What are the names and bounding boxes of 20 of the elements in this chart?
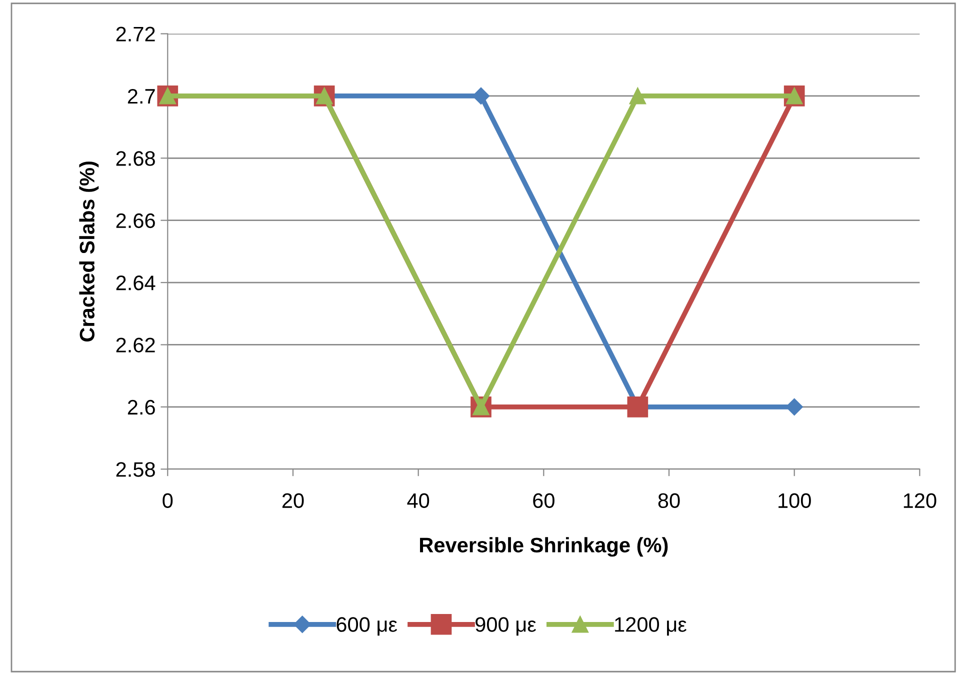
y-tick-label: 2.72 — [116, 26, 155, 42]
legend-label: 600 με — [336, 617, 398, 636]
y-axis-title: Cracked Slabs (%) — [79, 162, 99, 342]
y-tick-label: 2.64 — [116, 276, 156, 290]
x-tick-label: 0 — [162, 493, 173, 508]
x-tick-label: 60 — [533, 493, 554, 508]
y-tick-label: 2.6 — [128, 400, 155, 415]
legend-label: 900 με — [476, 617, 536, 636]
legend-label: 1200 με — [615, 617, 687, 636]
x-tick-label: 120 — [904, 493, 936, 508]
y-tick-label: 2.62 — [116, 338, 155, 352]
x-tick-label: 80 — [658, 493, 680, 508]
x-tick-label: 100 — [778, 493, 811, 508]
y-tick-label: 2.58 — [116, 462, 155, 477]
y-tick-label: 2.66 — [116, 213, 155, 228]
y-tick-label: 2.7 — [128, 88, 155, 104]
x-tick-label: 20 — [282, 493, 304, 508]
y-tick-label: 2.68 — [116, 151, 155, 166]
x-tick-label: 40 — [407, 493, 430, 508]
x-axis-title: Reversible Shrinkage (%) — [420, 537, 668, 557]
